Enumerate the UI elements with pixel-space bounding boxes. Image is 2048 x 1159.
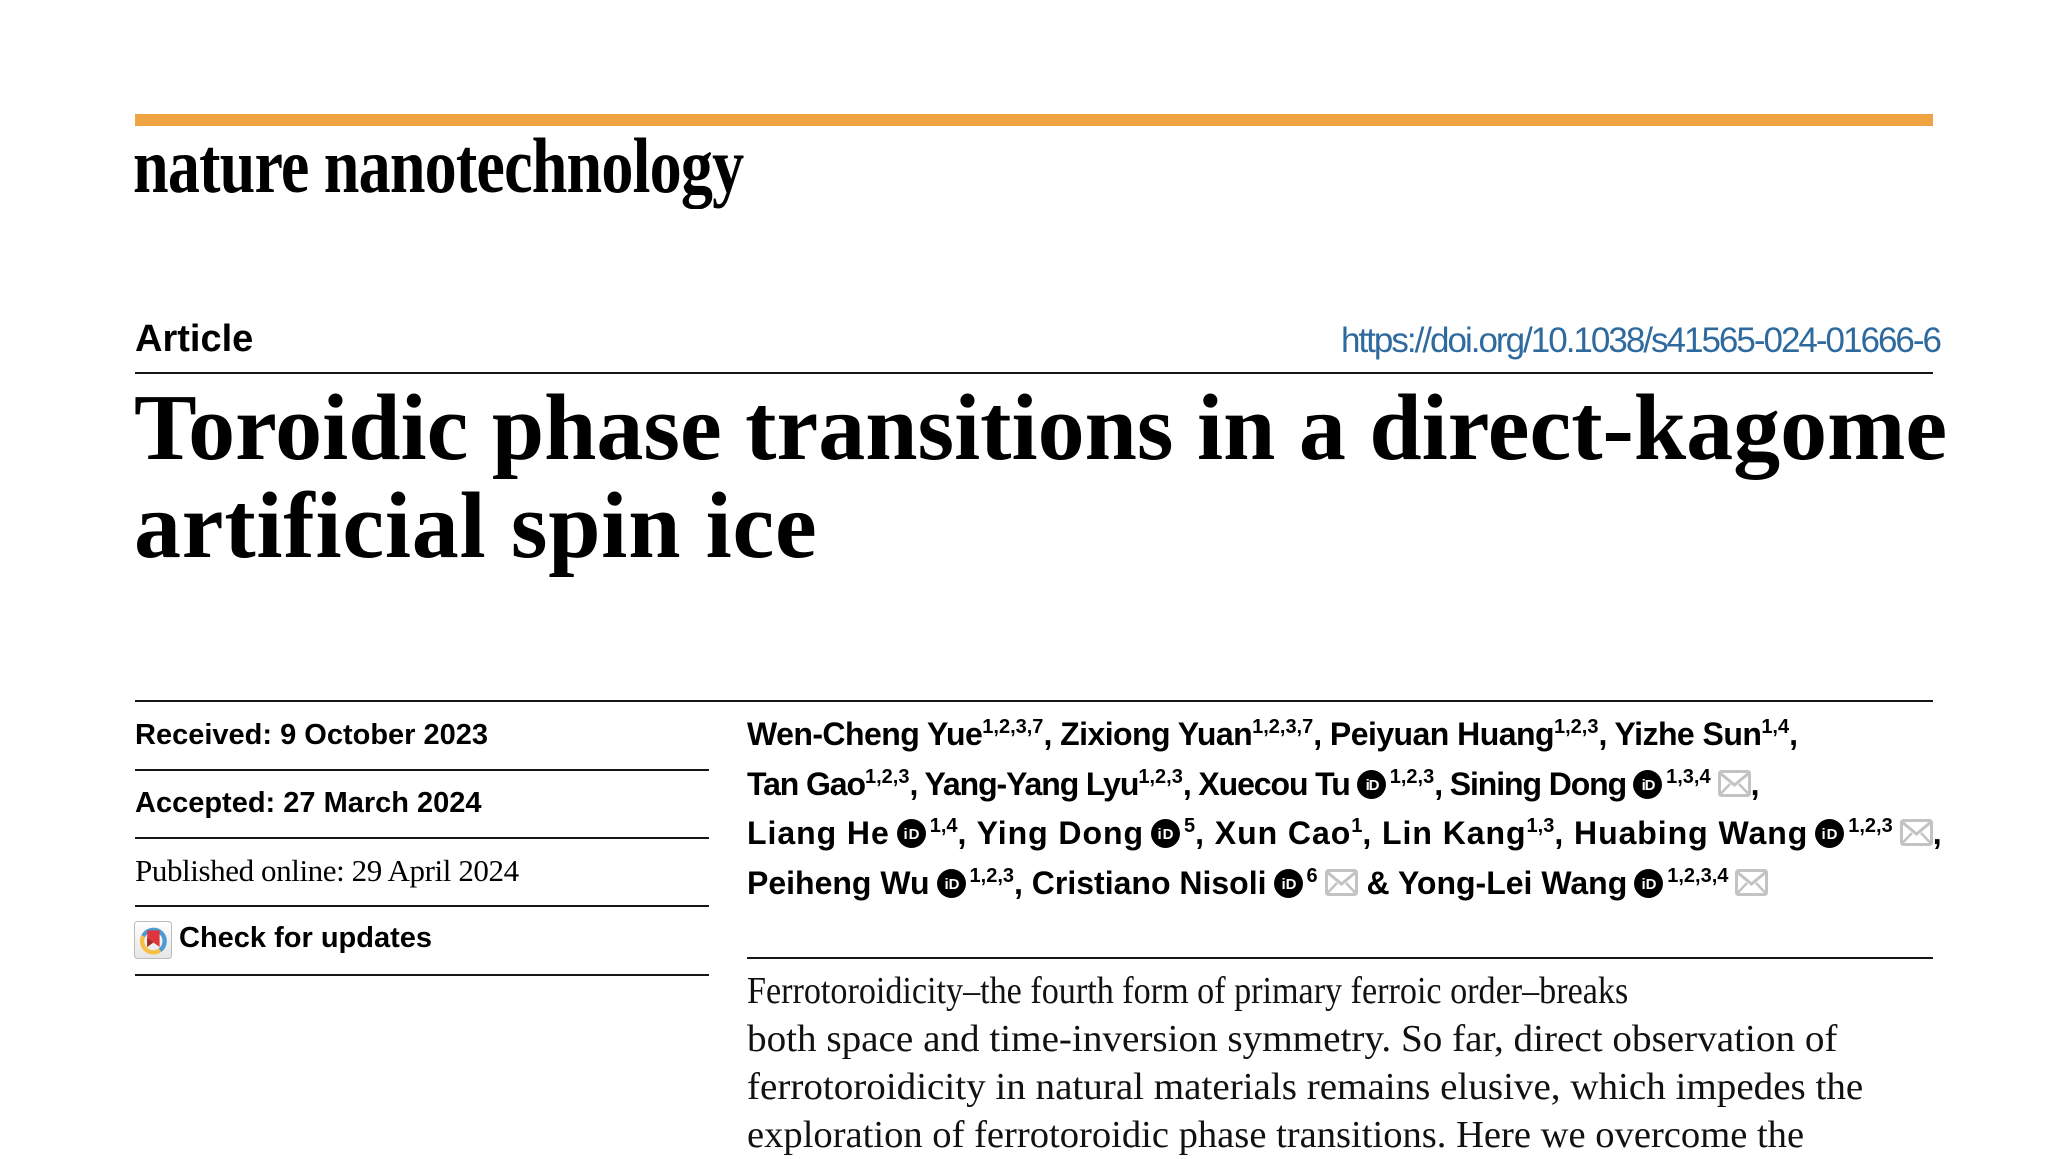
svg-text:iD: iD [1365, 777, 1379, 794]
svg-text:iD: iD [903, 826, 920, 843]
svg-text:iD: iD [1281, 876, 1296, 893]
svg-text:iD: iD [944, 876, 959, 893]
svg-text:iD: iD [1642, 876, 1657, 893]
svg-text:iD: iD [1158, 826, 1175, 843]
svg-text:iD: iD [1642, 777, 1656, 794]
svg-text:iD: iD [1822, 826, 1839, 843]
